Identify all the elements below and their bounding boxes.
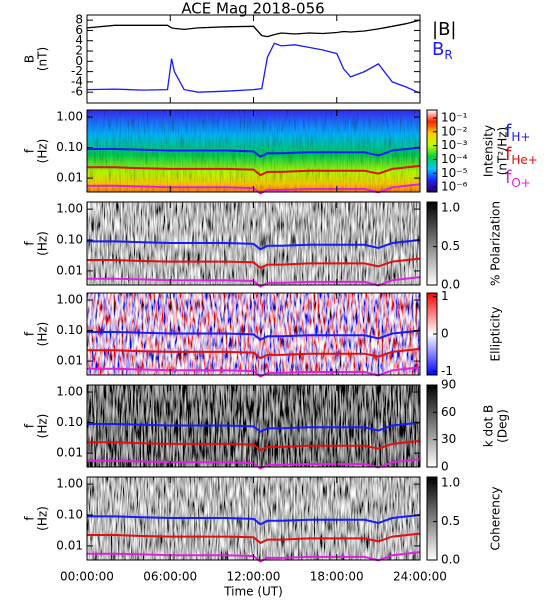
legend-entry: fO+ xyxy=(505,167,531,190)
colorbar-tick-label: 0.5 xyxy=(441,514,460,528)
colorbar-tick-label: 0.0 xyxy=(441,278,460,292)
legend-subscript: R xyxy=(444,48,452,62)
colorbar-tick-label: 10⁻⁴ xyxy=(441,152,468,166)
colorbar-label: (nT²/Hz) xyxy=(496,127,510,175)
y-axis-label: (Hz) xyxy=(36,231,50,256)
legend-name: B xyxy=(432,39,444,60)
series-line xyxy=(87,329,421,341)
colorbar-label: Intensity xyxy=(482,125,496,177)
y-tick-label: 1.00 xyxy=(56,293,83,307)
y-tick-label: -4 xyxy=(71,74,83,88)
series-line xyxy=(87,347,421,360)
y-tick-label: -6 xyxy=(71,85,83,99)
colorbar-tick-label: 60 xyxy=(441,405,456,419)
colorbar-label: Ellipticity xyxy=(489,307,503,362)
y-tick-label: 2 xyxy=(75,44,83,58)
y-axis-label: f xyxy=(23,241,37,246)
legend-name: f xyxy=(505,167,512,188)
series-line xyxy=(87,257,421,270)
y-tick-label: 1.00 xyxy=(56,202,83,216)
y-axis-label: f xyxy=(23,148,37,153)
chart-title: ACE Mag 2018-056 xyxy=(181,0,324,18)
y-tick-label: 0.01 xyxy=(56,538,83,552)
colorbar-tick-label: 10⁻¹ xyxy=(441,111,468,125)
x-tick-label: 18:00:00 xyxy=(310,570,364,584)
colorbar-tick-label: 30 xyxy=(441,432,456,446)
legend-subscript: H+ xyxy=(511,130,530,144)
series-line xyxy=(87,421,421,433)
legend-name: f xyxy=(505,144,512,165)
series-line xyxy=(87,239,421,251)
colorbar-tick-label: 10⁻² xyxy=(441,124,468,138)
y-tick-label: 0.10 xyxy=(56,508,83,522)
colorbar xyxy=(426,109,438,193)
y-tick-label: 4 xyxy=(75,33,83,47)
y-tick-label: 0.10 xyxy=(56,323,83,337)
legend-name: f xyxy=(505,121,512,142)
colorbar-tick-label: 1.0 xyxy=(441,201,460,215)
y-axis-label: (Hz) xyxy=(36,506,50,531)
legend-entry: fHe+ xyxy=(505,144,538,167)
y-tick-label: -2 xyxy=(71,64,83,78)
colorbar-tick-label: 0 xyxy=(441,460,449,474)
series-line xyxy=(86,19,421,38)
series-line xyxy=(87,439,421,452)
colorbar-tick-label: 1.0 xyxy=(441,476,460,490)
series-line xyxy=(87,532,421,545)
legend-entry: |B| xyxy=(432,19,456,40)
colorbar-tick-label: 1 xyxy=(441,289,449,303)
legend-subscript: He+ xyxy=(511,153,537,167)
x-axis-label: Time (UT) xyxy=(223,585,283,599)
y-axis-label: f xyxy=(23,516,37,521)
y-tick-label: 8 xyxy=(75,13,83,27)
y-tick-label: 6 xyxy=(75,23,83,37)
y-tick-label: 0 xyxy=(75,54,83,68)
colorbar-label: % Polarization xyxy=(489,201,503,286)
colorbar-tick-label: 0.0 xyxy=(441,553,460,567)
legend-entry: fH+ xyxy=(505,121,530,144)
legend-entry: BR xyxy=(432,39,453,62)
y-tick-label: 0.10 xyxy=(56,140,83,154)
colorbar-tick-label: 0 xyxy=(441,327,449,341)
series-line xyxy=(87,146,421,158)
y-axis-label: (Hz) xyxy=(36,414,50,439)
y-tick-label: 0.10 xyxy=(56,415,83,429)
y-tick-label: 0.01 xyxy=(56,171,83,185)
colorbar xyxy=(426,384,438,468)
x-tick-label: 24:00:00 xyxy=(393,570,447,584)
colorbar-tick-label: 10⁻⁶ xyxy=(441,180,468,194)
x-tick-label: 06:00:00 xyxy=(143,570,197,584)
y-tick-label: 0.01 xyxy=(56,446,83,460)
legend-subscript: O+ xyxy=(511,176,531,190)
y-tick-label: 1.00 xyxy=(56,110,83,124)
y-tick-label: 0.10 xyxy=(56,233,83,247)
x-tick-label: 00:00:00 xyxy=(60,570,114,584)
colorbar-label: k dot B xyxy=(482,405,496,447)
legend-name: |B| xyxy=(432,19,456,40)
colorbar-tick-label: -1 xyxy=(441,364,453,378)
series-line xyxy=(87,514,421,526)
y-axis-label: (nT) xyxy=(36,47,50,71)
x-tick-label: 12:00:00 xyxy=(227,570,281,584)
y-axis-label: (Hz) xyxy=(36,139,50,164)
series-line xyxy=(87,164,421,177)
y-axis-label: f xyxy=(23,423,37,428)
colorbar xyxy=(426,476,438,561)
y-tick-label: 1.00 xyxy=(56,385,83,399)
y-tick-label: 1.00 xyxy=(56,477,83,491)
colorbar-tick-label: 10⁻⁵ xyxy=(441,166,468,180)
colorbar-tick-label: 0.5 xyxy=(441,239,460,253)
colorbar-tick-label: 10⁻³ xyxy=(441,138,468,152)
colorbar-label: (Deg) xyxy=(496,409,510,443)
series-line xyxy=(86,42,421,94)
colorbar-tick-label: 90 xyxy=(441,378,456,392)
y-tick-label: 0.01 xyxy=(56,354,83,368)
y-axis-label: f xyxy=(23,331,37,336)
y-axis-label: B xyxy=(23,55,37,63)
colorbar xyxy=(426,201,438,286)
colorbar-label: Coherency xyxy=(489,486,503,550)
y-axis-label: (Hz) xyxy=(36,322,50,347)
y-tick-label: 0.01 xyxy=(56,263,83,277)
